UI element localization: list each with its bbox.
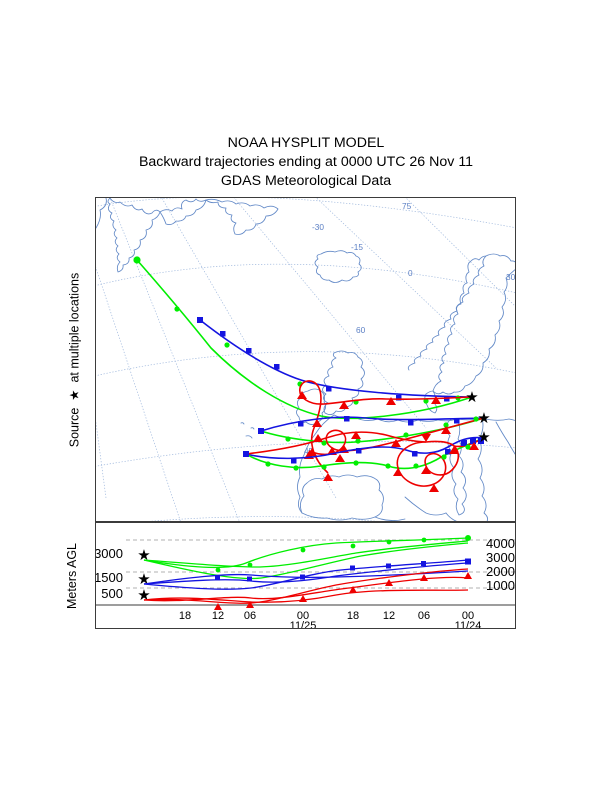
svg-text:3000: 3000 — [486, 550, 515, 565]
svg-text:4000: 4000 — [486, 536, 515, 551]
svg-text:-30: -30 — [312, 222, 324, 232]
svg-text:★: ★ — [137, 587, 150, 604]
svg-text:1500: 1500 — [96, 570, 123, 585]
svg-text:★: ★ — [465, 389, 478, 406]
svg-text:1000: 1000 — [486, 578, 515, 593]
svg-text:18: 18 — [347, 610, 359, 622]
svg-text:★: ★ — [477, 429, 490, 446]
svg-text:12: 12 — [383, 610, 395, 622]
svg-text:06: 06 — [244, 610, 256, 622]
svg-text:500: 500 — [101, 586, 123, 601]
svg-text:11/25: 11/25 — [290, 620, 317, 629]
svg-text:12: 12 — [212, 610, 224, 622]
svg-text:★: ★ — [477, 410, 490, 427]
svg-text:11/24: 11/24 — [455, 620, 482, 629]
svg-text:0: 0 — [408, 268, 413, 278]
svg-text:-15: -15 — [351, 242, 363, 252]
svg-text:06: 06 — [418, 610, 430, 622]
svg-text:18: 18 — [179, 610, 191, 622]
svg-text:2000: 2000 — [486, 564, 515, 579]
svg-text:75: 75 — [402, 201, 412, 211]
svg-text:3000: 3000 — [96, 546, 123, 561]
svg-text:★: ★ — [137, 571, 150, 588]
svg-text:60: 60 — [356, 325, 366, 335]
